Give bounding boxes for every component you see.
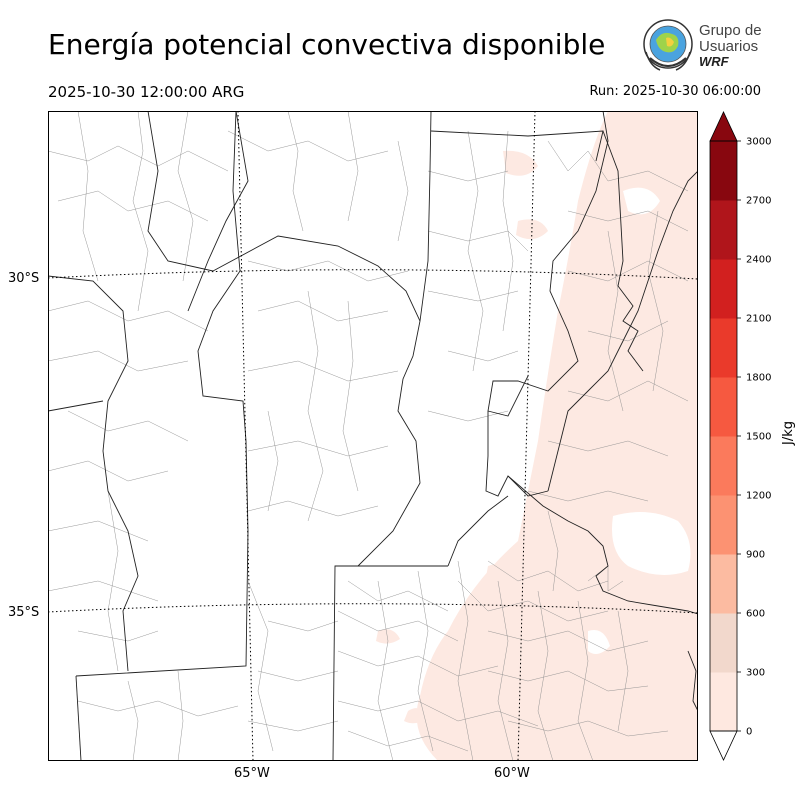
colorbar-tick-label: 300 [746,668,765,679]
colorbar-unit-label: J/kg [781,421,796,446]
graticule [48,111,698,761]
logo-line1: Grupo de [699,22,762,39]
map-panel [48,111,698,761]
colorbar-segment [710,200,737,260]
colorbar-segment [710,613,737,673]
colorbar-segment [710,495,737,555]
lon-label-60w: 60°W [494,766,530,781]
colorbar-tick-label: 1500 [746,432,771,443]
cape-holes [588,187,691,655]
colorbar-segment [710,436,737,496]
colorbar-ticks: 0 300 600 900 1200 1500 1800 2100 2400 2700 3000 [737,137,771,738]
colorbar-tick-label: 1800 [746,373,771,384]
map-title: Energía potencial convectiva disponible [48,28,606,61]
colorbar-tick-label: 600 [746,609,765,620]
colorbar-segment [710,554,737,614]
colorbar-tick-label: 1200 [746,491,771,502]
wrf-logo: Grupo de Usuarios WRF [643,19,762,71]
colorbar-tick-label: 3000 [746,137,771,148]
cape-shading [376,111,698,761]
colorbar-tick-label: 900 [746,550,765,561]
colorbar-segment [710,259,737,319]
lat-label-30s: 30°S [8,271,40,286]
logo-line2: Usuarios [699,38,758,55]
colorbar: 0 300 600 900 1200 1500 1800 2100 2400 2700 3000 J… [709,111,796,761]
colorbar-tick-label: 2100 [746,314,771,325]
colorbar-min-extension [709,730,738,761]
colorbar-max-extension [709,111,738,142]
map-frame [48,111,698,761]
colorbar-segment [710,141,737,201]
colorbar-tick-label: 2400 [746,255,771,266]
valid-time: 2025-10-30 12:00:00 ARG [48,83,245,101]
colorbar-tick-label: 2700 [746,196,771,207]
logo-line3: WRF [699,54,730,69]
colorbar-segment [710,377,737,437]
province-boundaries [48,111,624,761]
colorbar-segment [710,672,737,732]
coastline [507,170,698,712]
run-time: Run: 2025-10-30 06:00:00 [589,84,761,99]
colorbar-segments [709,111,738,761]
logo-globe-icon [643,19,693,71]
lat-label-35s: 35°S [8,605,40,620]
colorbar-tick-label: 0 [746,727,752,738]
lon-label-65w: 65°W [234,766,270,781]
colorbar-segment [710,318,737,378]
department-boundaries [48,111,689,761]
